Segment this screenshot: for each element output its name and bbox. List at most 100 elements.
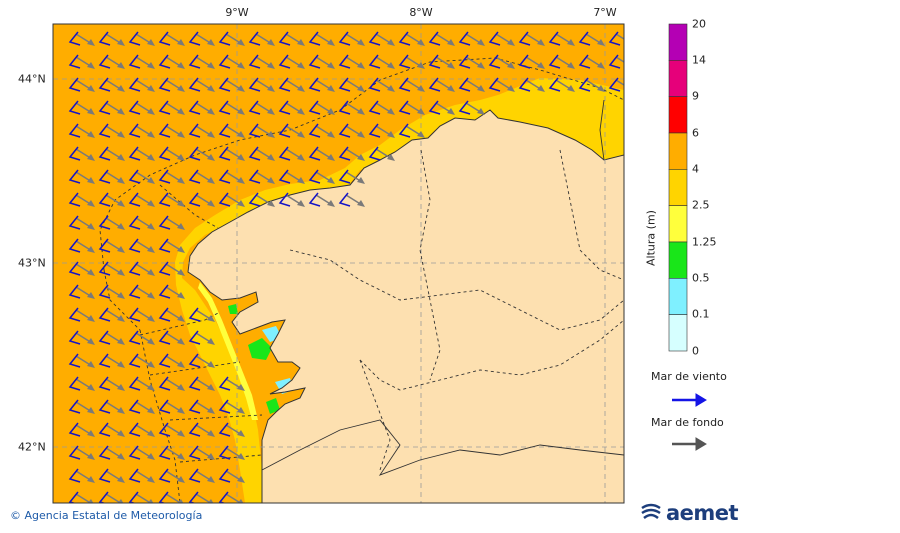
wind-arrow (368, 77, 381, 92)
swell-arrowhead (327, 177, 335, 184)
swell-arrowhead (417, 39, 425, 46)
swell-arrowhead (477, 62, 485, 69)
swell-arrowhead (207, 62, 215, 69)
swell-arrowhead (297, 85, 305, 92)
wind-arrow (68, 353, 81, 368)
sea-band-0-5-1-25m (228, 304, 238, 314)
wind-arrow (158, 31, 171, 46)
swell-arrowhead (147, 361, 155, 368)
swell-arrowhead (87, 430, 95, 437)
swell-arrowhead (237, 154, 245, 161)
wind-arrow (128, 399, 141, 414)
swell-arrowhead (87, 269, 95, 276)
wind-arrow (368, 123, 381, 138)
wind-arrow (98, 238, 111, 253)
swell-arrowhead (267, 39, 275, 46)
swell-arrowhead (207, 338, 215, 345)
wind-arrow (68, 31, 81, 46)
swell-arrowhead (237, 384, 245, 391)
swell-arrowhead (267, 85, 275, 92)
wind-arrow (128, 376, 141, 391)
wind-arrow (608, 31, 621, 46)
wind-arrow (128, 192, 141, 207)
swell-arrowhead (207, 131, 215, 138)
swell-arrowhead (177, 292, 185, 299)
swell-arrowhead (297, 108, 305, 115)
wind-arrow (578, 54, 591, 69)
swell-arrowhead (537, 39, 545, 46)
wind-arrow (518, 77, 531, 92)
wind-arrow (248, 169, 261, 184)
swell-arrowhead (357, 108, 365, 115)
swell-arrowhead (207, 476, 215, 483)
wind-arrow (68, 261, 81, 276)
colorbar-segment (668, 96, 688, 134)
lon-label-8w: 8°W (409, 6, 433, 19)
wind-arrow (398, 123, 411, 138)
swell-arrowhead (327, 108, 335, 115)
wind-arrow (158, 284, 171, 299)
wind-arrow (278, 123, 291, 138)
wind-arrow (608, 54, 621, 69)
wind-arrow (218, 123, 231, 138)
wind-arrow (128, 100, 141, 115)
wind-arrow (548, 31, 561, 46)
colorbar-segment (668, 278, 688, 315)
wind-arrow (68, 491, 79, 503)
wind-arrow (218, 399, 231, 414)
swell-arrowhead (147, 200, 155, 207)
swell-arrowhead (87, 39, 95, 46)
wind-arrow (158, 330, 171, 345)
wind-arrow (98, 307, 111, 322)
wind-arrow (188, 422, 201, 437)
swell-arrowhead (447, 39, 455, 46)
swell-arrowhead (87, 384, 95, 391)
copyright-text: © Agencia Estatal de Meteorología (10, 509, 203, 522)
wind-arrow (458, 54, 471, 69)
swell-arrowhead (147, 499, 154, 503)
swell-arrowhead (267, 200, 275, 207)
swell-arrowhead (207, 177, 215, 184)
wind-arrow (68, 445, 81, 460)
lon-label-7w: 7°W (593, 6, 617, 19)
wind-arrow (218, 468, 231, 483)
swell-arrowhead (117, 315, 125, 322)
wind-arrow (98, 215, 111, 230)
swell-arrowhead (177, 62, 185, 69)
swell-legend-arrow (672, 437, 707, 451)
wind-arrow (188, 100, 201, 115)
wind-arrow (128, 445, 141, 460)
wind-arrow (188, 31, 201, 46)
wind-arrow (218, 422, 231, 437)
wind-arrow (248, 31, 261, 46)
wind-arrow (68, 238, 81, 253)
wind-arrow (128, 330, 141, 345)
swell-arrowhead (147, 154, 155, 161)
portugal-border (261, 419, 624, 476)
colorbar-segment (668, 169, 688, 206)
wind-arrow (98, 330, 111, 345)
swell-arrowhead (297, 154, 305, 161)
swell-arrowhead (207, 361, 215, 368)
swell-arrowhead (387, 131, 395, 138)
wind-arrow (128, 491, 139, 503)
wind-arrow (158, 169, 171, 184)
swell-arrowhead (207, 499, 214, 503)
wind-arrow (308, 100, 321, 115)
swell-arrowhead (357, 177, 365, 184)
swell-arrowhead (87, 361, 95, 368)
swell-arrowhead (207, 39, 215, 46)
swell-arrowhead (327, 39, 335, 46)
swell-arrowhead (117, 154, 125, 161)
colorbar-tick: 6 (692, 126, 699, 140)
wind-arrow (158, 261, 171, 276)
swell-arrowhead (117, 108, 125, 115)
wind-arrow (308, 77, 321, 92)
colorbar-segment (668, 205, 688, 243)
swell-arrowhead (177, 453, 185, 460)
swell-arrowhead (597, 85, 605, 92)
swell-arrowhead (627, 39, 635, 46)
wind-arrow (218, 445, 231, 460)
swell-arrowhead (87, 177, 95, 184)
swell-arrowhead (447, 62, 455, 69)
